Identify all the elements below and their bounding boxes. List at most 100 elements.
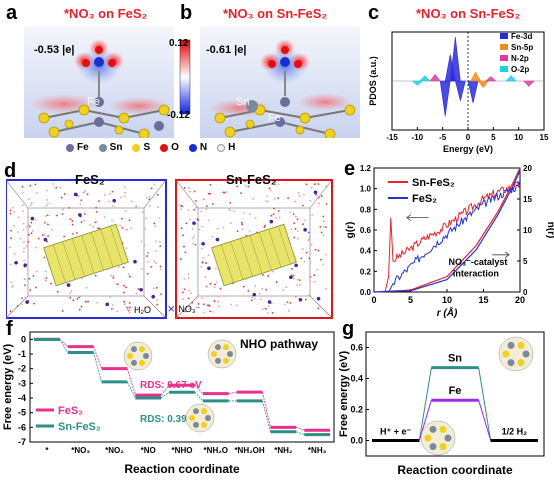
md-water-point bbox=[145, 196, 148, 199]
nho-ytick-label: -3 bbox=[18, 378, 26, 388]
md-water-point bbox=[317, 307, 320, 310]
md-water-point bbox=[266, 311, 269, 314]
md-water-point bbox=[298, 279, 301, 282]
md-water-point bbox=[272, 270, 274, 273]
md-water-point bbox=[25, 245, 28, 248]
md-water-point bbox=[296, 218, 299, 221]
md-water-point bbox=[205, 205, 208, 208]
md-water-point bbox=[296, 283, 299, 286]
md-water-point bbox=[98, 200, 100, 203]
nho-connector bbox=[126, 381, 136, 399]
md-water-point bbox=[112, 275, 115, 277]
md-water-point bbox=[128, 219, 131, 222]
nho-cluster-atom bbox=[215, 344, 221, 351]
nho-ytick-label: -7 bbox=[18, 437, 26, 447]
rdf-ytick-right-label: 10 bbox=[523, 226, 532, 235]
md-water-point bbox=[271, 311, 274, 314]
nho-cluster-atom bbox=[215, 357, 221, 364]
md-catalyst-slab bbox=[211, 223, 297, 287]
her-series-label: Sn bbox=[448, 353, 462, 365]
nho-connector bbox=[262, 392, 271, 428]
her-connector bbox=[478, 400, 492, 441]
md-water-point bbox=[61, 310, 64, 312]
md-slab-line bbox=[100, 229, 114, 268]
md-water-point bbox=[71, 220, 74, 222]
md-water-point bbox=[315, 193, 317, 196]
md-water-point bbox=[45, 277, 48, 279]
md-box-title-fes2: FeS₂ bbox=[75, 172, 105, 187]
md-water-point bbox=[125, 286, 127, 289]
rdf-legend-label: Sn-FeS₂ bbox=[412, 177, 455, 189]
panel-a-charge: -0.53 |e| bbox=[34, 44, 75, 56]
legend-fe: Fe bbox=[77, 142, 89, 153]
md-water-point bbox=[126, 228, 129, 231]
md-water-point bbox=[130, 227, 133, 230]
colorbar-max: 0.12 bbox=[169, 38, 189, 49]
md-water-point bbox=[44, 270, 47, 273]
md-nitrate-point bbox=[316, 296, 321, 301]
md-water-point bbox=[29, 184, 32, 187]
md-water-point bbox=[45, 204, 48, 207]
md-water-point bbox=[217, 295, 220, 298]
nho-category-label: *NH₃ bbox=[308, 446, 327, 455]
md-water-point bbox=[266, 200, 269, 203]
her-cluster-atom bbox=[517, 359, 525, 367]
legend-o: O bbox=[171, 142, 179, 153]
md-water-point bbox=[304, 298, 307, 301]
md-water-point bbox=[89, 224, 92, 226]
md-water-point bbox=[24, 284, 26, 287]
rdf-xtick-label: 10 bbox=[442, 295, 452, 305]
md-water-point bbox=[70, 290, 73, 292]
md-water-point bbox=[289, 211, 291, 214]
md-water-point bbox=[46, 189, 48, 192]
rdf-ytick-left-label: 0.8 bbox=[360, 205, 372, 214]
md-water-point bbox=[207, 254, 210, 257]
nho-cluster-atom bbox=[143, 353, 149, 359]
md-water-point bbox=[188, 307, 191, 310]
md-water-point bbox=[201, 225, 204, 228]
md-water-point bbox=[159, 265, 162, 268]
md-water-point bbox=[319, 258, 322, 261]
md-water-point bbox=[35, 270, 38, 273]
md-water-point bbox=[28, 225, 31, 228]
md-water-point bbox=[187, 273, 190, 276]
her-ylabel: Free energy (eV) bbox=[338, 351, 350, 438]
md-water-point bbox=[119, 224, 122, 227]
md-water-point bbox=[118, 266, 120, 268]
md-water-point bbox=[259, 298, 262, 301]
md-water-point bbox=[33, 302, 36, 305]
nho-cluster-atom bbox=[193, 408, 199, 415]
md-water-point bbox=[209, 310, 212, 313]
md-water-point bbox=[130, 200, 133, 203]
md-water-point bbox=[123, 284, 125, 287]
md-water-point bbox=[28, 277, 31, 280]
nho-rds-fes2: RDS: 0.67 eV bbox=[140, 380, 202, 391]
md-water-point bbox=[207, 192, 210, 195]
her-xlabel: Reaction coordinate bbox=[397, 463, 513, 477]
md-water-point bbox=[273, 198, 276, 200]
md-nitrate-point bbox=[30, 216, 35, 221]
md-slab-line bbox=[249, 235, 263, 274]
md-water-point bbox=[83, 219, 86, 222]
md-water-point bbox=[84, 300, 87, 303]
rdf-arrow-left bbox=[406, 214, 429, 221]
md-water-point bbox=[109, 193, 111, 195]
md-nitrate-point bbox=[43, 237, 48, 242]
pdos-legend-swatch bbox=[500, 33, 508, 39]
md-nitrate-point bbox=[25, 300, 29, 304]
rdf-annotation-line1: NO₃⁻-catalyst bbox=[448, 257, 507, 267]
md-water-point bbox=[146, 272, 149, 275]
md-water-point bbox=[29, 289, 32, 292]
md-water-point bbox=[109, 296, 112, 298]
md-water-point bbox=[211, 236, 214, 238]
md-water-point bbox=[92, 226, 95, 228]
nho-cluster-atom bbox=[189, 415, 195, 421]
md-water-point bbox=[299, 284, 301, 286]
md-water-point bbox=[248, 230, 251, 233]
md-water-point bbox=[154, 225, 157, 228]
md-water-point bbox=[217, 305, 220, 308]
legend-s: S bbox=[143, 142, 151, 153]
md-water-point bbox=[9, 246, 11, 249]
md-water-point bbox=[128, 302, 131, 304]
md-nitrate-point bbox=[78, 213, 82, 217]
